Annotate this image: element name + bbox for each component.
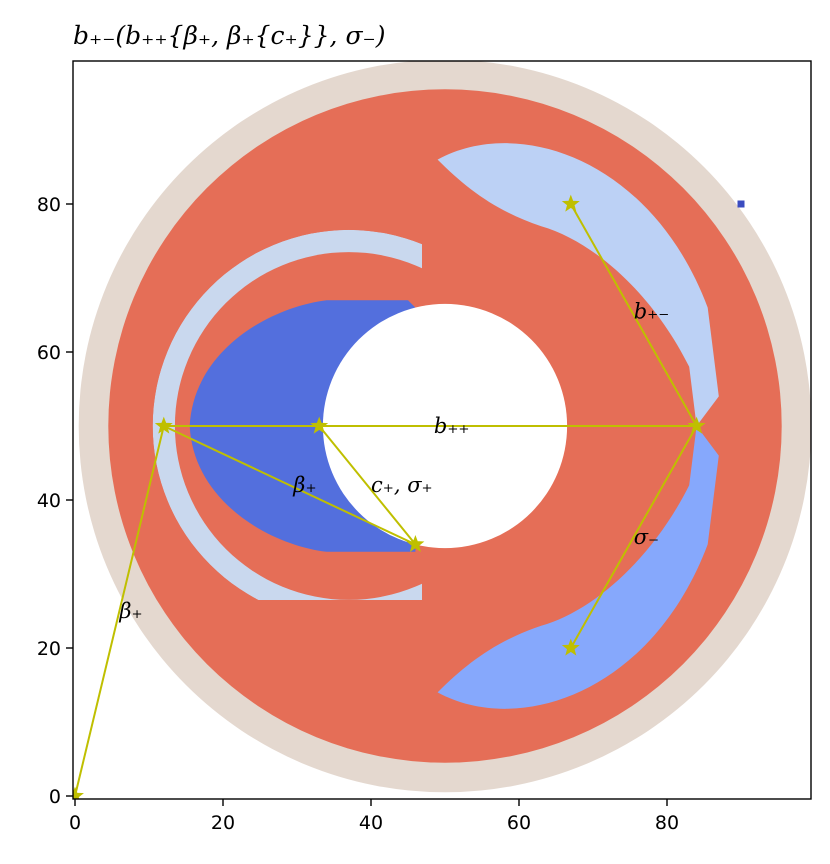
path-marker — [73, 786, 84, 799]
path-annotation: c₊, σ₊ — [371, 473, 433, 497]
x-tick-label: 20 — [211, 812, 235, 834]
path-marker — [687, 416, 706, 434]
path-edges — [74, 203, 698, 797]
y-tick-label: 60 — [37, 342, 61, 364]
path-edge — [569, 203, 698, 427]
path-edge — [569, 425, 698, 649]
path-marker — [561, 638, 580, 656]
path-marker — [154, 416, 173, 434]
x-tick-label: 60 — [507, 812, 531, 834]
upper-right-crescent-region — [437, 143, 719, 426]
path-marker — [310, 416, 329, 434]
path-annotation: β₊ — [118, 599, 142, 623]
y-tick-label: 40 — [37, 490, 61, 512]
x-axis: 0 20 40 60 80 — [69, 799, 679, 834]
path-annotation: b₊₊ — [434, 414, 470, 438]
path-annotation: σ₋ — [634, 525, 659, 549]
small-dark-cell — [737, 200, 745, 208]
lower-right-crescent-region — [437, 428, 719, 709]
path-edge — [318, 425, 417, 546]
y-tick-label: 20 — [37, 638, 61, 660]
plot-frame — [72, 60, 812, 800]
plot-area — [73, 61, 811, 799]
path-edge — [74, 425, 165, 797]
chart-title: b₊₋(b₊₊{β₊, β₊{c₊}}, σ₋) — [73, 21, 385, 50]
path-marker — [406, 534, 425, 553]
y-tick-label: 0 — [49, 786, 61, 808]
path-annotation: β₊ — [292, 473, 316, 497]
x-tick-label: 80 — [655, 812, 679, 834]
y-axis: 0 20 40 60 80 — [37, 194, 73, 808]
path-markers — [73, 194, 706, 799]
x-tick-label: 40 — [359, 812, 383, 834]
annotations: β₊ β₊ c₊, σ₊ b₊₊ b₊₋ σ₋ — [118, 299, 669, 623]
path-marker — [561, 194, 580, 212]
x-tick-label: 0 — [69, 812, 81, 834]
path-edge — [163, 425, 416, 546]
y-tick-label: 80 — [37, 194, 61, 216]
path-annotation: b₊₋ — [634, 299, 670, 323]
